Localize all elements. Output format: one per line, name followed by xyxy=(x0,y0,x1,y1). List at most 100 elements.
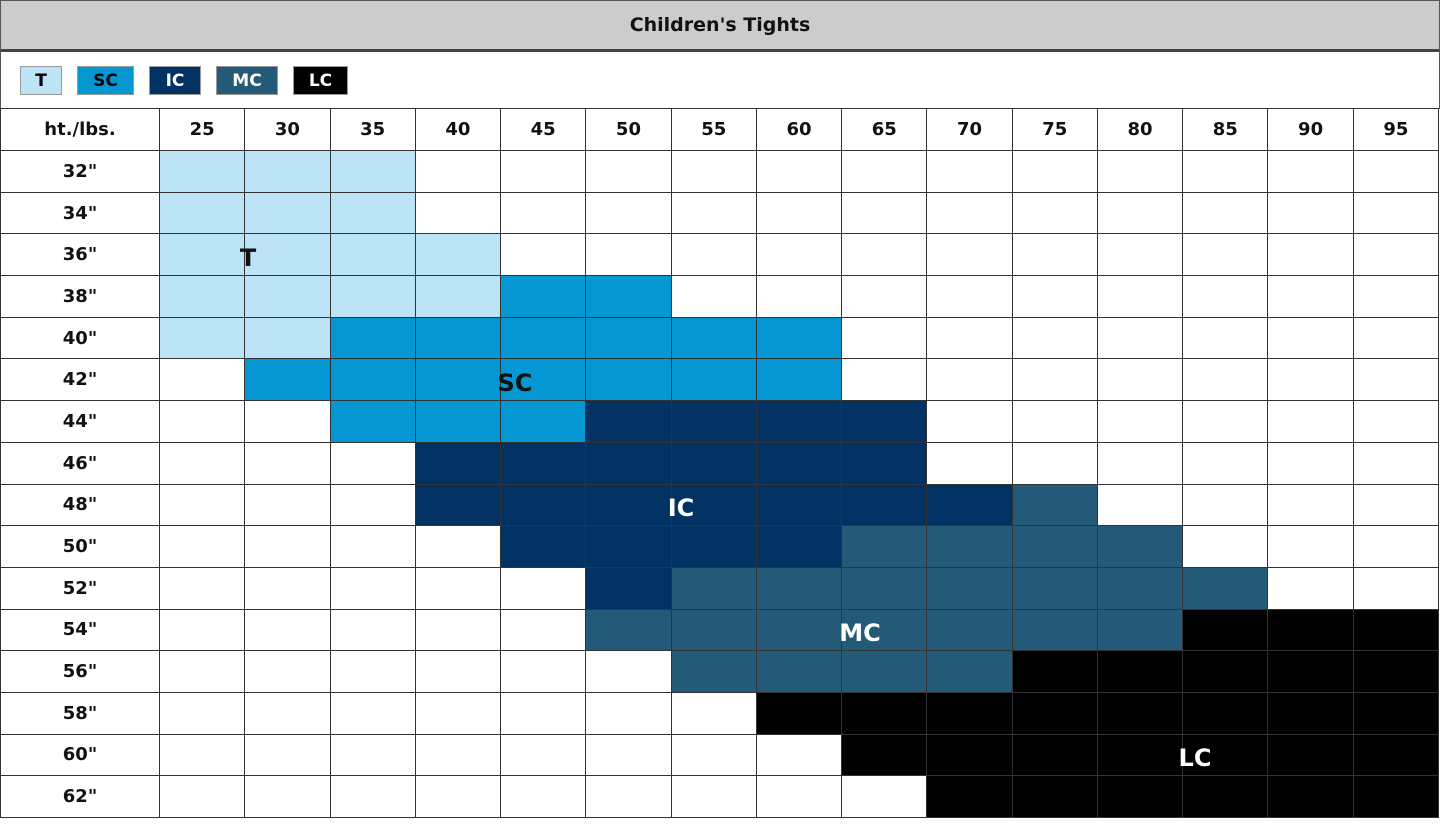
size-cell xyxy=(329,525,416,568)
size-cell xyxy=(670,316,757,360)
size-cell xyxy=(244,150,331,193)
size-cell xyxy=(329,233,416,277)
column-header: 85 xyxy=(1182,108,1269,151)
legend-item: SC xyxy=(77,66,134,95)
size-cell xyxy=(159,316,246,360)
size-cell xyxy=(926,358,1013,402)
size-cell xyxy=(1011,400,1098,443)
size-cell xyxy=(1267,150,1354,193)
size-cell xyxy=(926,650,1013,693)
size-cell xyxy=(755,150,843,193)
row-header: 52" xyxy=(0,566,160,610)
size-cell xyxy=(244,191,331,235)
column-header: 30 xyxy=(244,108,331,151)
size-cell xyxy=(1267,608,1354,652)
size-cell xyxy=(414,525,502,568)
size-cell xyxy=(244,441,331,485)
size-cell xyxy=(1096,691,1184,735)
size-cell xyxy=(841,441,928,485)
size-cell xyxy=(755,441,843,485)
size-cell xyxy=(926,775,1013,818)
size-cell xyxy=(500,733,587,777)
size-cell xyxy=(670,733,757,777)
size-cell xyxy=(414,316,502,360)
size-cell xyxy=(414,608,502,652)
legend-item: MC xyxy=(216,66,278,95)
size-cell xyxy=(670,400,757,443)
size-cell xyxy=(585,525,672,568)
size-cell xyxy=(1182,441,1269,485)
size-cell xyxy=(414,650,502,693)
size-cell xyxy=(414,400,502,443)
size-cell xyxy=(1011,650,1098,693)
size-cell xyxy=(1352,691,1439,735)
size-cell xyxy=(1182,400,1269,443)
size-cell xyxy=(414,191,502,235)
size-cell xyxy=(159,525,246,568)
row-header: 50" xyxy=(0,525,160,568)
size-cell xyxy=(329,733,416,777)
corner-header: ht./lbs. xyxy=(0,108,160,151)
size-cell xyxy=(159,358,246,402)
size-cell xyxy=(500,691,587,735)
size-cell xyxy=(585,191,672,235)
column-header: 75 xyxy=(1011,108,1098,151)
size-cell xyxy=(670,233,757,277)
row-header: 54" xyxy=(0,608,160,652)
row-header: 40" xyxy=(0,316,160,360)
size-cell xyxy=(159,608,246,652)
size-cell xyxy=(585,566,672,610)
size-cell xyxy=(1267,775,1354,818)
size-cell xyxy=(1011,275,1098,318)
size-cell xyxy=(926,316,1013,360)
size-cell xyxy=(329,608,416,652)
size-cell xyxy=(841,566,928,610)
size-cell xyxy=(1352,650,1439,693)
size-cell xyxy=(329,566,416,610)
column-header: 55 xyxy=(670,108,757,151)
size-cell xyxy=(244,400,331,443)
size-cell xyxy=(841,150,928,193)
size-cell xyxy=(329,150,416,193)
size-cell xyxy=(159,733,246,777)
size-cell xyxy=(1011,316,1098,360)
size-cell xyxy=(1182,691,1269,735)
size-cell xyxy=(1096,275,1184,318)
size-cell xyxy=(1352,566,1439,610)
size-cell xyxy=(1096,775,1184,818)
row-header: 46" xyxy=(0,441,160,485)
size-cell xyxy=(755,233,843,277)
size-cell xyxy=(1182,650,1269,693)
size-cell xyxy=(244,775,331,818)
size-cell xyxy=(670,191,757,235)
size-cell xyxy=(1011,608,1098,652)
size-cell xyxy=(670,358,757,402)
size-cell xyxy=(329,483,416,527)
size-cell xyxy=(1096,608,1184,652)
size-cell xyxy=(500,608,587,652)
size-cell xyxy=(500,233,587,277)
size-cell xyxy=(841,191,928,235)
size-cell xyxy=(414,150,502,193)
size-cell xyxy=(159,441,246,485)
size-cell xyxy=(585,316,672,360)
size-cell xyxy=(841,275,928,318)
size-cell xyxy=(841,608,928,652)
size-cell xyxy=(414,483,502,527)
legend xyxy=(0,50,1440,109)
size-cell xyxy=(500,525,587,568)
size-cell xyxy=(414,275,502,318)
size-cell xyxy=(1096,733,1184,777)
size-cell xyxy=(244,525,331,568)
size-cell xyxy=(1182,358,1269,402)
size-cell xyxy=(670,775,757,818)
size-cell xyxy=(1352,233,1439,277)
size-cell xyxy=(926,525,1013,568)
size-cell xyxy=(1267,566,1354,610)
row-header: 58" xyxy=(0,691,160,735)
size-cell xyxy=(500,650,587,693)
size-cell xyxy=(1011,483,1098,527)
size-cell xyxy=(1267,441,1354,485)
size-cell xyxy=(585,441,672,485)
